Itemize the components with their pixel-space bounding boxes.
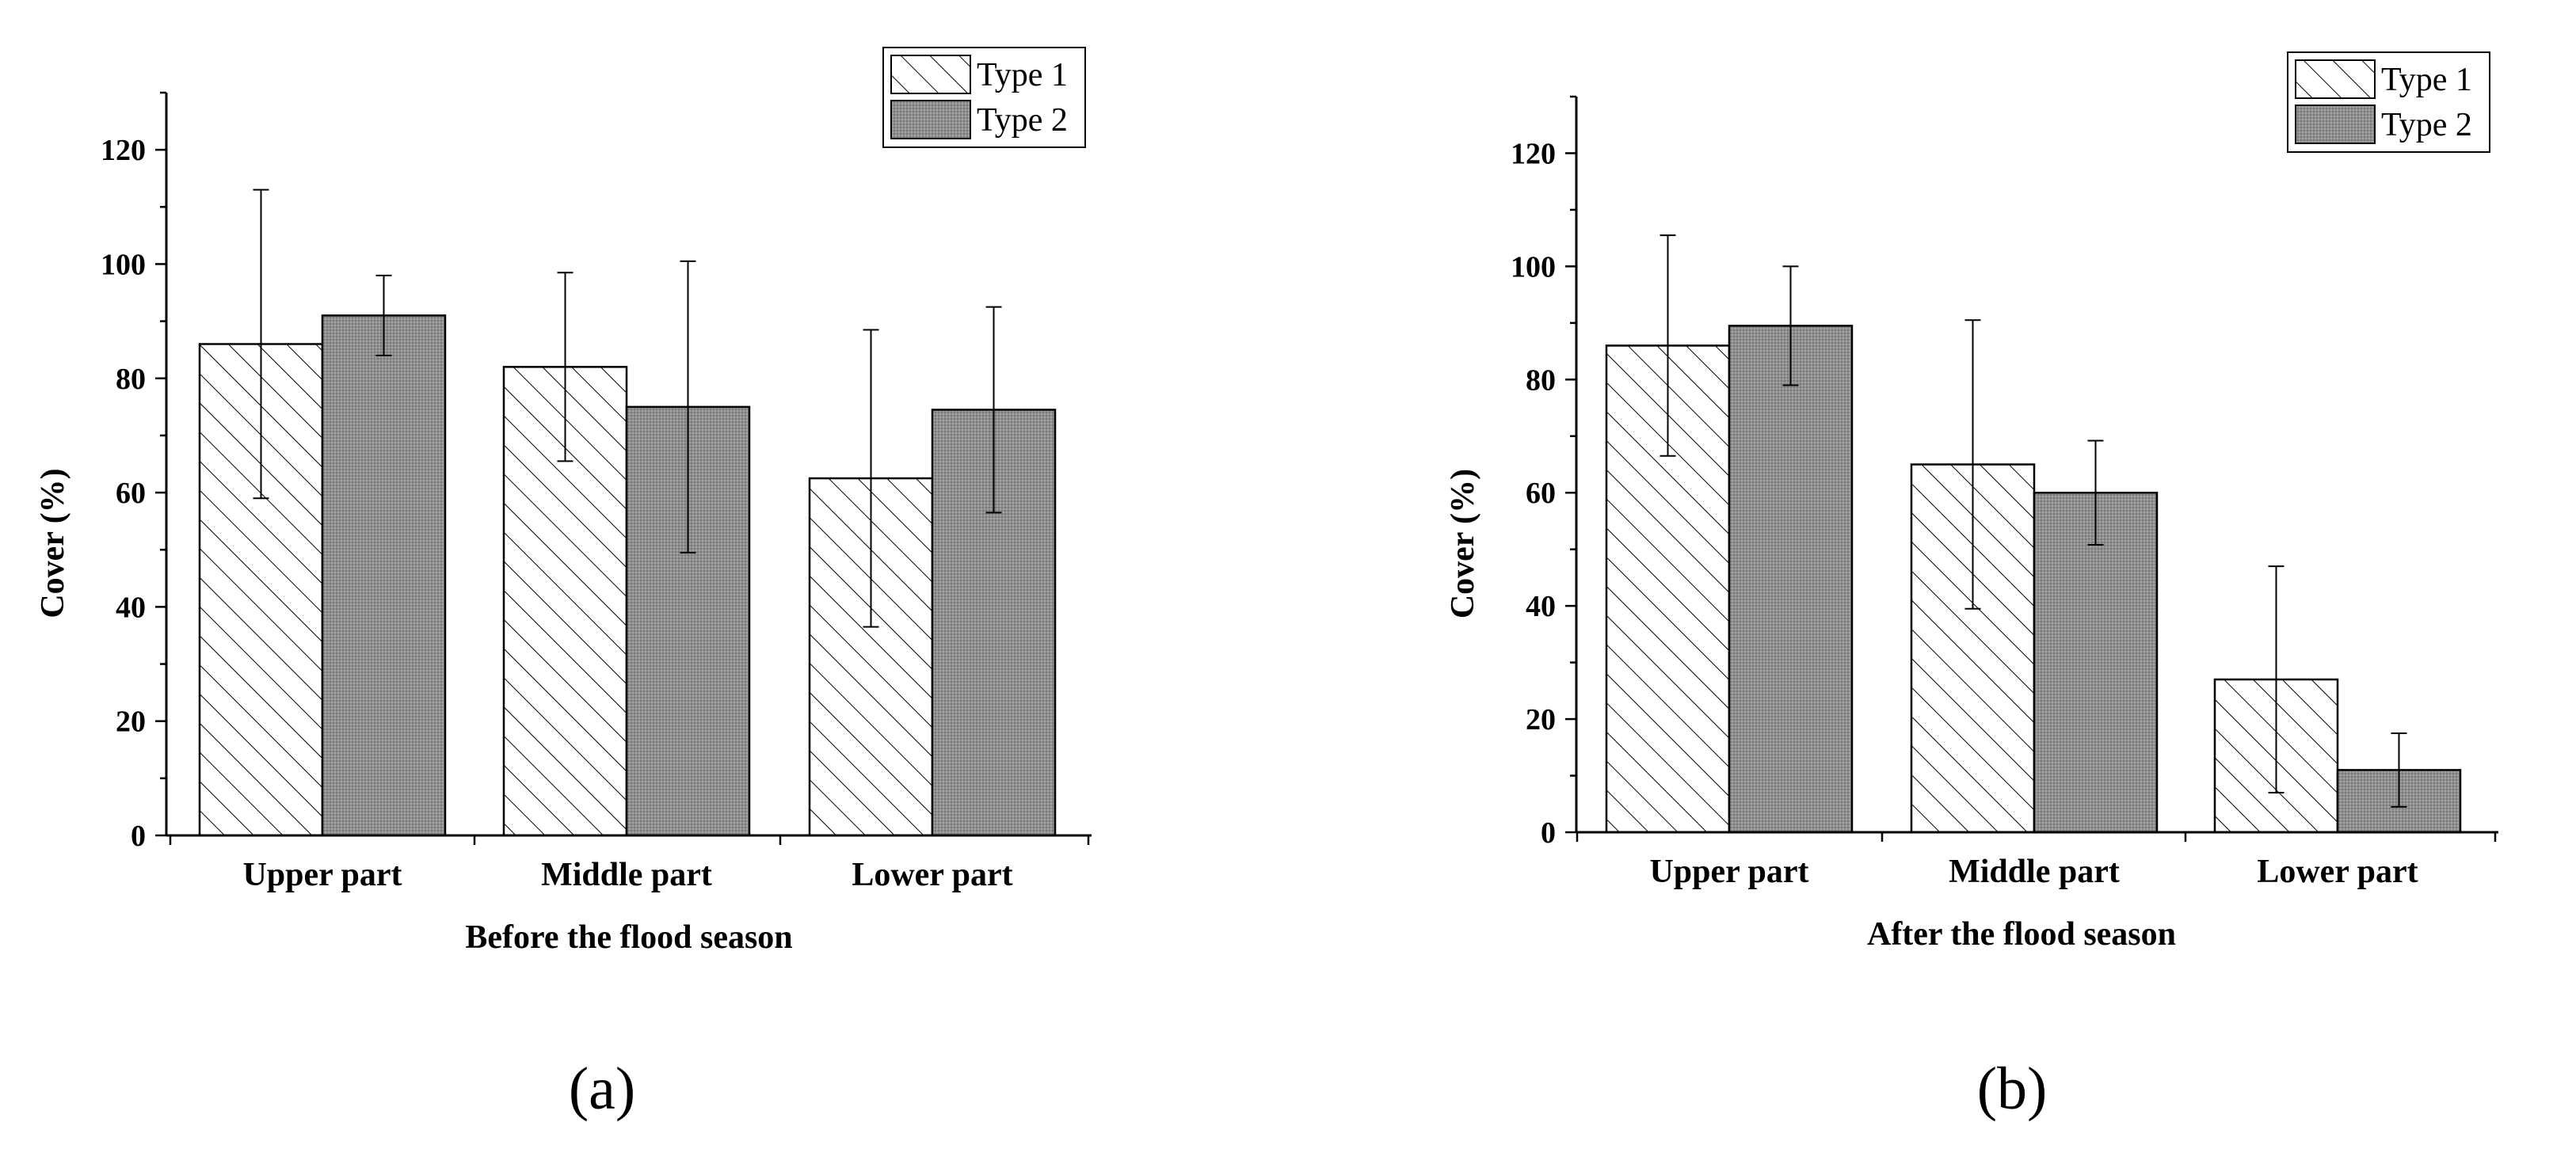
error-bar-type-1-0 — [1660, 234, 1676, 457]
y-tick-label: 100 — [101, 248, 146, 281]
legend-swatch — [2295, 59, 2376, 99]
legend: Type 1 Type 2 — [882, 47, 1086, 148]
y-tick-label: 80 — [1526, 363, 1556, 397]
category-label: Lower part — [2257, 854, 2418, 890]
y-tick-label: 120 — [101, 134, 146, 167]
legend-swatch — [890, 55, 971, 94]
y-tick-label: 100 — [1511, 250, 1556, 283]
y-axis-label: Cover (%) — [35, 468, 71, 618]
y-tick-label: 0 — [131, 820, 146, 853]
error-bar-type-1-2 — [2268, 565, 2284, 793]
error-bar-type-2-0 — [375, 274, 392, 356]
error-bar-type-2-1 — [2087, 439, 2104, 546]
y-tick-label: 60 — [1526, 477, 1556, 510]
chart-panel-a: 0 20 40 60 80 100 120 Upper part Middle part Lowe… — [35, 47, 1092, 956]
y-tick-label: 40 — [1526, 590, 1556, 623]
x-axis-label: After the flood season — [1867, 916, 2176, 953]
error-bar-type-2-0 — [1782, 265, 1799, 386]
y-tick-label: 20 — [116, 706, 146, 739]
error-bar-type-1-1 — [1964, 319, 1981, 610]
bar-type-2-1 — [2033, 491, 2159, 834]
error-bar-type-1-1 — [557, 272, 574, 462]
legend-entry: Type 2 — [977, 102, 1068, 139]
y-tick-label: 0 — [1541, 816, 1556, 850]
y-tick-label: 20 — [1526, 703, 1556, 736]
legend-entry: Type 2 — [2381, 107, 2472, 143]
panel-label: (a) — [569, 1056, 635, 1122]
error-bar-type-2-1 — [680, 260, 696, 554]
category-label: Upper part — [242, 857, 402, 893]
legend-swatch — [2295, 105, 2376, 144]
category-label: Lower part — [852, 857, 1012, 893]
error-bar-type-2-2 — [985, 306, 1002, 514]
legend: Type 1 Type 2 — [2287, 51, 2490, 153]
y-tick-label: 80 — [116, 363, 146, 396]
bar-type-2-0 — [321, 314, 447, 837]
y-tick-label: 60 — [116, 477, 146, 510]
category-label: Upper part — [1649, 854, 1808, 890]
chart-panel-b: 0 20 40 60 80 100 120 Upper part Middle part Lowe… — [1445, 51, 2498, 953]
legend-entry: Type 1 — [977, 57, 1068, 93]
legend-swatch — [890, 100, 971, 139]
category-label: Middle part — [541, 857, 712, 893]
legend-entry: Type 1 — [2381, 62, 2472, 98]
category-label: Middle part — [1949, 854, 2120, 890]
error-bar-type-2-2 — [2391, 732, 2407, 808]
error-bar-type-1-2 — [863, 329, 879, 628]
x-axis-label: Before the flood season — [465, 919, 792, 956]
bar-type-2-0 — [1728, 325, 1854, 834]
y-tick-label: 40 — [116, 591, 146, 624]
panel-label: (b) — [1977, 1056, 2048, 1122]
error-bar-type-1-0 — [253, 188, 269, 500]
y-axis-label: Cover (%) — [1445, 469, 1481, 618]
y-tick-label: 120 — [1511, 137, 1556, 170]
